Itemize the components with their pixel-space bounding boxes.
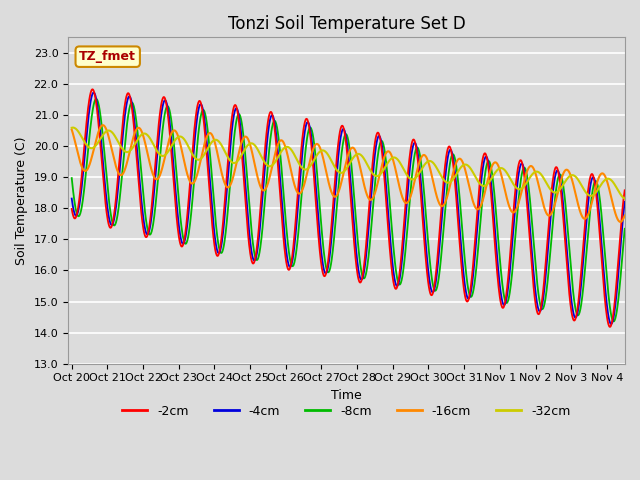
Y-axis label: Soil Temperature (C): Soil Temperature (C) [15, 136, 28, 265]
X-axis label: Time: Time [331, 389, 362, 402]
Legend: -2cm, -4cm, -8cm, -16cm, -32cm: -2cm, -4cm, -8cm, -16cm, -32cm [117, 400, 575, 423]
Text: TZ_fmet: TZ_fmet [79, 50, 136, 63]
Title: Tonzi Soil Temperature Set D: Tonzi Soil Temperature Set D [228, 15, 465, 33]
